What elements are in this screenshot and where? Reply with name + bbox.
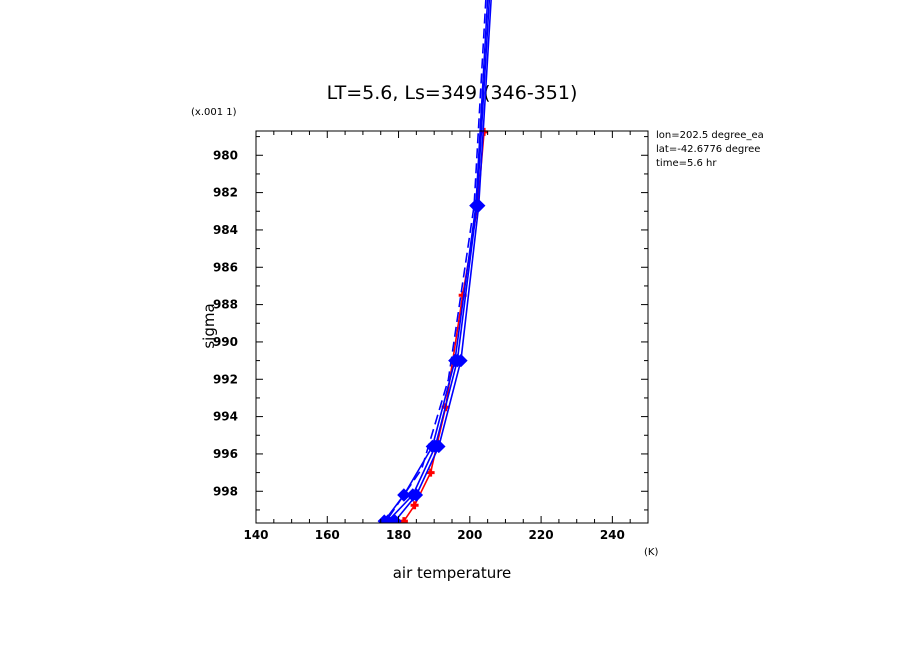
ticks-layer: 140 160 180 200 220 240 980 982 984 986 988 990 992 9… (213, 131, 648, 542)
y-tick-label: 980 (213, 148, 238, 162)
y-tick-label: 982 (213, 186, 238, 200)
data-point (410, 501, 419, 510)
chart-title: LT=5.6, Ls=349 (346-351) (327, 82, 578, 104)
data-point (469, 198, 483, 213)
data-point (426, 468, 435, 477)
y-axis-label: sigma (200, 303, 218, 348)
annotation-lon: lon=202.5 degree_ea (656, 130, 764, 141)
x-tick-label: 180 (386, 528, 411, 542)
series-line (385, 0, 487, 522)
series-line (403, 131, 485, 522)
x-axis-label: air temperature (393, 564, 512, 582)
annotation-time: time=5.6 hr (656, 158, 717, 169)
y-tick-label: 998 (213, 484, 238, 498)
y-tick-label: 996 (213, 447, 238, 461)
annotation-block: lon=202.5 degree_ea lat=-42.6776 degree … (656, 130, 764, 169)
x-unit-label: (K) (644, 547, 658, 558)
x-tick-label: 200 (457, 528, 482, 542)
y-scale-note: (x.001 1) (191, 107, 237, 118)
data-point (406, 488, 420, 502)
series-line (387, 0, 491, 522)
x-tick-label: 160 (315, 528, 340, 542)
series-line (394, 0, 492, 522)
y-tick-label: 988 (213, 298, 238, 312)
x-tick-label: 140 (243, 528, 268, 542)
y-tick-label: 992 (213, 372, 238, 386)
x-tick-label: 220 (529, 528, 554, 542)
y-tick-label: 984 (213, 223, 238, 237)
y-tick-label: 986 (213, 260, 238, 274)
y-tick-label: 994 (213, 410, 238, 424)
x-tick-label: 240 (600, 528, 625, 542)
y-tick-label: 990 (213, 335, 238, 349)
plot-frame (255, 130, 649, 524)
annotation-lat: lat=-42.6776 degree (656, 144, 760, 155)
series-layer (377, 0, 492, 523)
